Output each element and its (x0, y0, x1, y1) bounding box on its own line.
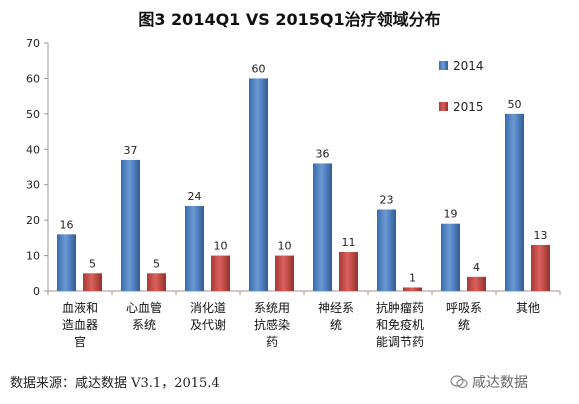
legend-swatch-2015 (439, 102, 448, 111)
y-tick-label: 0 (33, 285, 40, 298)
bar-2015-5 (403, 287, 422, 291)
data-label-2015-7: 13 (534, 229, 548, 242)
legend-swatch-2014 (439, 61, 448, 70)
data-label-2015-6: 4 (473, 261, 480, 274)
data-label-2014-3: 60 (252, 62, 266, 75)
category-label-4: 神经系 (318, 301, 354, 315)
legend-label-2015: 2015 (453, 100, 484, 114)
category-label-0: 血液和 (62, 300, 98, 315)
bar-2014-5 (377, 209, 396, 291)
bar-2015-1 (147, 273, 166, 291)
category-label-3: 抗感染 (254, 317, 290, 332)
category-label-5: 能调节药 (376, 335, 424, 349)
bars (57, 78, 550, 291)
legend: 2014 2015 (439, 59, 484, 114)
data-label-2015-2: 10 (214, 240, 228, 253)
category-label-0: 造血器 (62, 318, 98, 332)
chart-title: 图3 2014Q1 VS 2015Q1治疗领域分布 (138, 10, 441, 29)
data-label-2014-1: 37 (124, 144, 138, 157)
category-label-0: 官 (74, 334, 86, 349)
y-tick-label: 20 (26, 214, 40, 227)
category-label-3: 药 (266, 335, 278, 349)
category-label-2: 消化道 (190, 301, 226, 315)
watermark-text: 咸达数据 (472, 375, 528, 391)
bar-2014-3 (249, 78, 268, 291)
bar-2014-6 (441, 223, 460, 291)
bar-2014-4 (313, 163, 332, 291)
y-tick-label: 60 (26, 72, 40, 85)
category-label-1: 系统 (132, 318, 156, 332)
bar-2015-6 (467, 276, 486, 291)
category-label-3: 系统用 (254, 301, 290, 315)
data-label-2015-1: 5 (153, 257, 160, 270)
data-label-2014-4: 36 (316, 147, 330, 160)
category-label-2: 及代谢 (190, 317, 226, 332)
legend-label-2014: 2014 (453, 59, 484, 73)
y-tick-label: 50 (26, 108, 40, 121)
data-label-2014-0: 16 (60, 218, 74, 231)
bar-2015-2 (211, 255, 230, 291)
data-label-2014-5: 23 (380, 194, 394, 207)
y-tick-label: 70 (26, 37, 40, 50)
bar-2015-3 (275, 255, 294, 291)
bar-2015-4 (339, 252, 358, 291)
category-label-7: 其他 (516, 301, 540, 315)
data-label-2015-4: 11 (342, 236, 356, 249)
y-tick-label: 40 (26, 143, 40, 156)
y-tick-label: 10 (26, 250, 40, 263)
category-label-6: 呼吸系 (446, 301, 482, 315)
category-label-5: 和免疫机 (376, 317, 424, 332)
category-label-1: 心血管 (126, 300, 162, 315)
watermark: 咸达数据 (450, 372, 528, 392)
wechat-icon (450, 375, 468, 389)
data-source-note: 数据来源：咸达数据 V3.1，2015.4 (10, 376, 220, 391)
category-label-5: 抗肿瘤药 (376, 300, 424, 315)
data-label-2014-2: 24 (188, 190, 202, 203)
data-label-2015-3: 10 (278, 240, 292, 253)
bar-2014-7 (505, 113, 524, 291)
bar-2015-0 (83, 273, 102, 291)
y-tick-label: 30 (26, 179, 40, 192)
data-labels: 16 5 37 5 24 10 60 10 36 11 23 1 19 4 50 13 (60, 62, 548, 284)
data-label-2015-5: 1 (409, 271, 416, 284)
bar-2015-7 (531, 244, 550, 291)
category-label-4: 统 (330, 318, 342, 332)
bar-2014-1 (121, 159, 140, 291)
data-label-2015-0: 5 (89, 257, 96, 270)
bar-2014-0 (57, 234, 76, 291)
category-label-6: 统 (458, 318, 470, 332)
data-label-2014-7: 50 (508, 98, 522, 111)
bar-2014-2 (185, 205, 204, 291)
bar-chart: 0 10 20 30 40 50 60 70 16 5 37 5 24 10 60 10 36 11 23 1 19 4… (26, 37, 561, 349)
data-label-2014-6: 19 (444, 208, 458, 221)
y-axis: 0 10 20 30 40 50 60 70 (26, 37, 561, 298)
